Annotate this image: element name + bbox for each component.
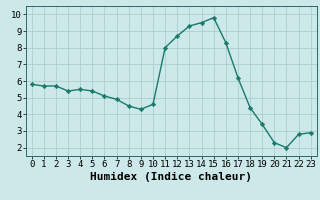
X-axis label: Humidex (Indice chaleur): Humidex (Indice chaleur) — [90, 172, 252, 182]
